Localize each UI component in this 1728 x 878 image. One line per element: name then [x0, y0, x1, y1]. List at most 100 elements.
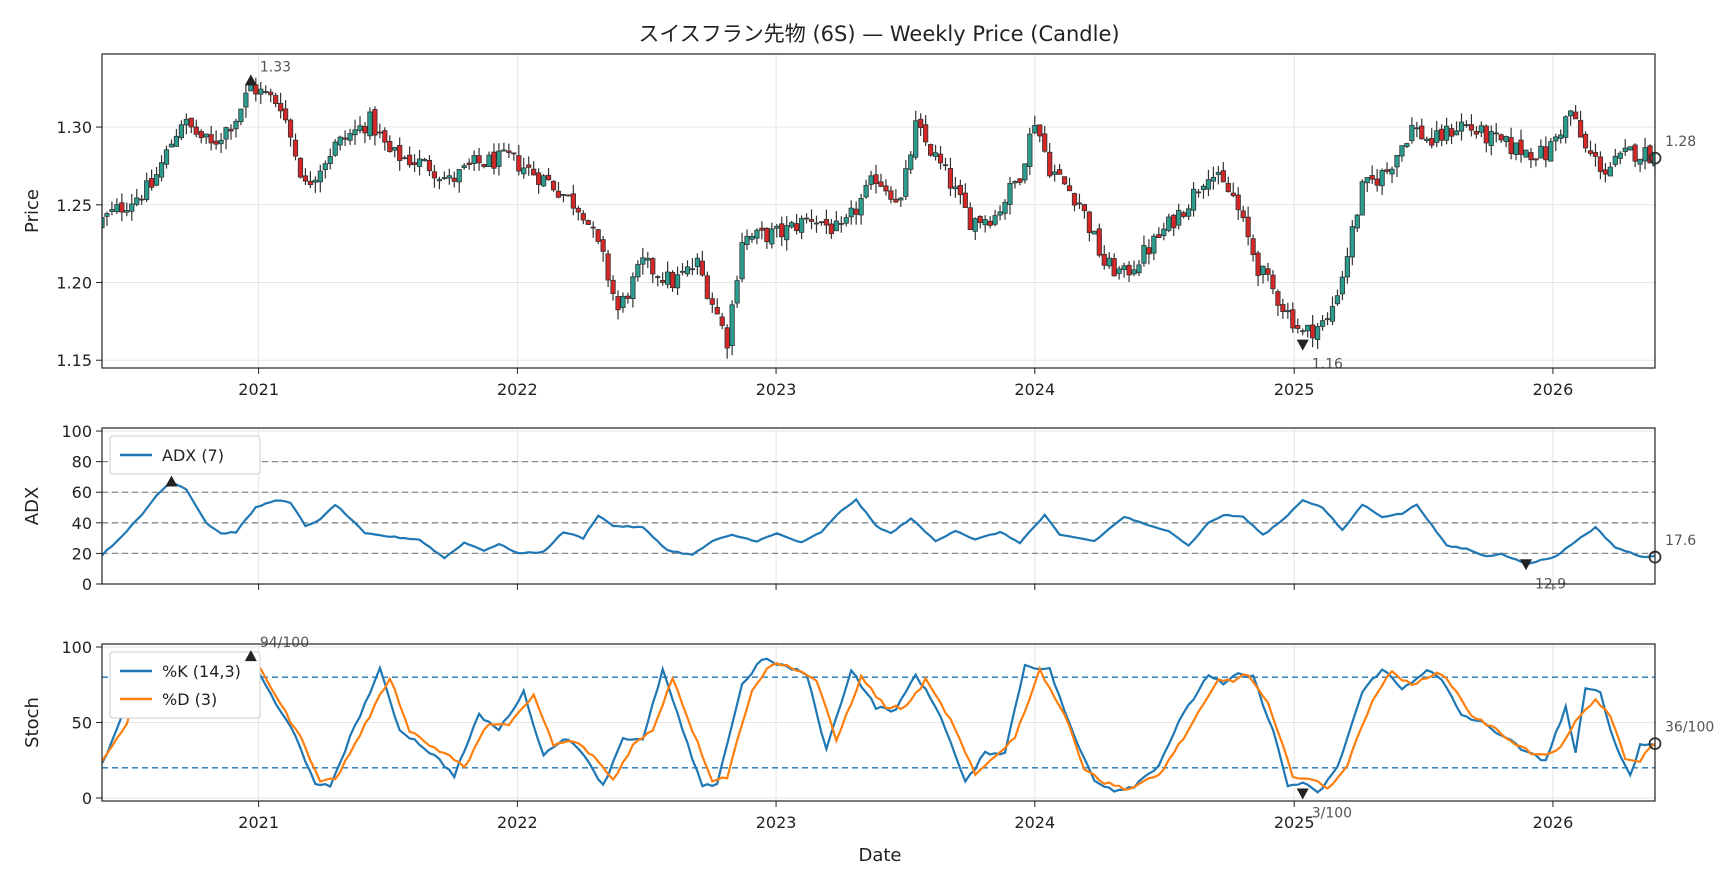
x-tick-label: 2025	[1274, 813, 1315, 832]
candle-body-up	[1538, 145, 1544, 159]
candle-body-down	[1101, 253, 1107, 266]
candle-body-down	[287, 119, 294, 138]
candle-body-up	[798, 218, 805, 233]
candle-body-up	[1394, 154, 1400, 168]
candle-body-down	[1057, 169, 1063, 175]
candle-body-down	[1042, 133, 1048, 152]
candle-body-up	[446, 175, 452, 179]
candle-body-up	[749, 236, 755, 240]
stoch-panel: 0 50 100 Stoch 2021 2022 2023 2024 2025 2026 %K (1…	[22, 635, 1714, 832]
candle-body-down	[536, 172, 542, 185]
candle-body-up	[684, 266, 691, 275]
candle-body-up	[833, 220, 839, 232]
candle-body-down	[1245, 216, 1251, 238]
y-tick-label: 60	[72, 483, 92, 502]
candle-body-up	[158, 162, 165, 178]
candle-body-down	[610, 279, 616, 294]
candle-body-down	[1310, 324, 1316, 339]
candle-body-down	[1543, 146, 1549, 161]
legend-box	[109, 651, 261, 719]
candle-body-down	[1528, 152, 1534, 161]
candle-body-up	[1558, 134, 1564, 139]
candle-body-up	[1002, 201, 1008, 214]
candle-body-up	[233, 120, 239, 130]
candle-body-up	[421, 159, 428, 162]
candle-body-up	[1444, 125, 1450, 141]
candle-body-up	[739, 242, 745, 280]
candle-body-down	[1295, 325, 1301, 329]
candle-body-down	[987, 220, 993, 226]
candle-body-down	[208, 134, 214, 144]
candle-body-up	[1305, 324, 1311, 332]
candle-body-down	[1468, 124, 1475, 131]
candle-body-down	[893, 198, 899, 203]
candle-body-down	[585, 220, 591, 225]
x-tick-label: 2023	[756, 380, 797, 399]
candle-body-down	[481, 164, 487, 167]
candle-body-down	[669, 272, 676, 289]
candle-body-up	[868, 175, 874, 185]
candle-body-up	[1548, 141, 1554, 162]
candle-body-down	[1230, 192, 1236, 197]
candle-body-down	[149, 178, 155, 188]
candle-body-up	[1151, 235, 1157, 254]
candle-body-up	[402, 157, 408, 160]
candle-body-up	[630, 276, 636, 299]
candle-body-up	[1319, 320, 1326, 327]
candle-body-down	[476, 155, 482, 164]
candle-body-up	[1478, 125, 1484, 133]
panel-frame	[101, 53, 1656, 369]
candle-body-down	[228, 128, 234, 132]
y-tick-label: 100	[61, 638, 92, 657]
candle-body-down	[1473, 130, 1479, 135]
candle-body-up	[153, 174, 160, 186]
candle-body-down	[1518, 139, 1524, 155]
candle-body-up	[1215, 171, 1221, 175]
candle-body-up	[665, 271, 671, 285]
candle-body-down	[883, 185, 889, 192]
candle-body-down	[1126, 264, 1132, 276]
candle-body-up	[327, 156, 333, 165]
x-axis-label: Date	[858, 845, 901, 866]
candle-body-down	[302, 175, 309, 182]
candle-body-down	[119, 202, 125, 213]
last-value-label: 1.28	[1665, 134, 1696, 150]
candle-body-down	[1429, 138, 1435, 146]
series-line-k	[102, 653, 1655, 794]
candle-body-up	[1379, 170, 1385, 187]
candle-body-up	[312, 179, 318, 183]
candle-body-up	[456, 169, 462, 183]
candle-body-down	[297, 157, 304, 178]
candle-body-up	[1404, 143, 1410, 147]
candle-body-up	[1637, 158, 1643, 165]
candle-body-down	[1071, 193, 1078, 206]
candle-body-down	[1448, 128, 1455, 137]
candle-body-down	[937, 153, 944, 164]
candle-body-down	[1081, 204, 1088, 212]
candle-body-up	[540, 175, 547, 187]
candle-body-down	[1592, 152, 1599, 157]
candle-body-down	[278, 102, 284, 112]
y-tick-label: 50	[72, 714, 92, 733]
candle-body-up	[1032, 125, 1038, 134]
candle-body-up	[1200, 185, 1207, 191]
candle-body-up	[769, 228, 775, 245]
candle-body-up	[223, 127, 229, 140]
candle-body-down	[342, 137, 348, 140]
candle-body-up	[109, 209, 115, 212]
candle-body-up	[1553, 136, 1559, 142]
candle-body-up	[1116, 268, 1122, 274]
candle-body-down	[1419, 125, 1425, 140]
x-tick-label: 2026	[1533, 813, 1574, 832]
y-tick-label: 0	[82, 575, 92, 594]
candle-body-up	[1568, 110, 1574, 117]
candle-body-up	[858, 198, 864, 216]
candle-body-up	[1300, 330, 1306, 333]
candle-body-down	[253, 84, 259, 95]
candle-body-down	[426, 159, 433, 172]
candle-body-up	[392, 146, 398, 151]
candle-body-up	[1166, 216, 1172, 231]
candle-body-down	[1017, 178, 1023, 183]
candle-body-down	[650, 258, 656, 275]
candle-body-up	[803, 217, 810, 220]
